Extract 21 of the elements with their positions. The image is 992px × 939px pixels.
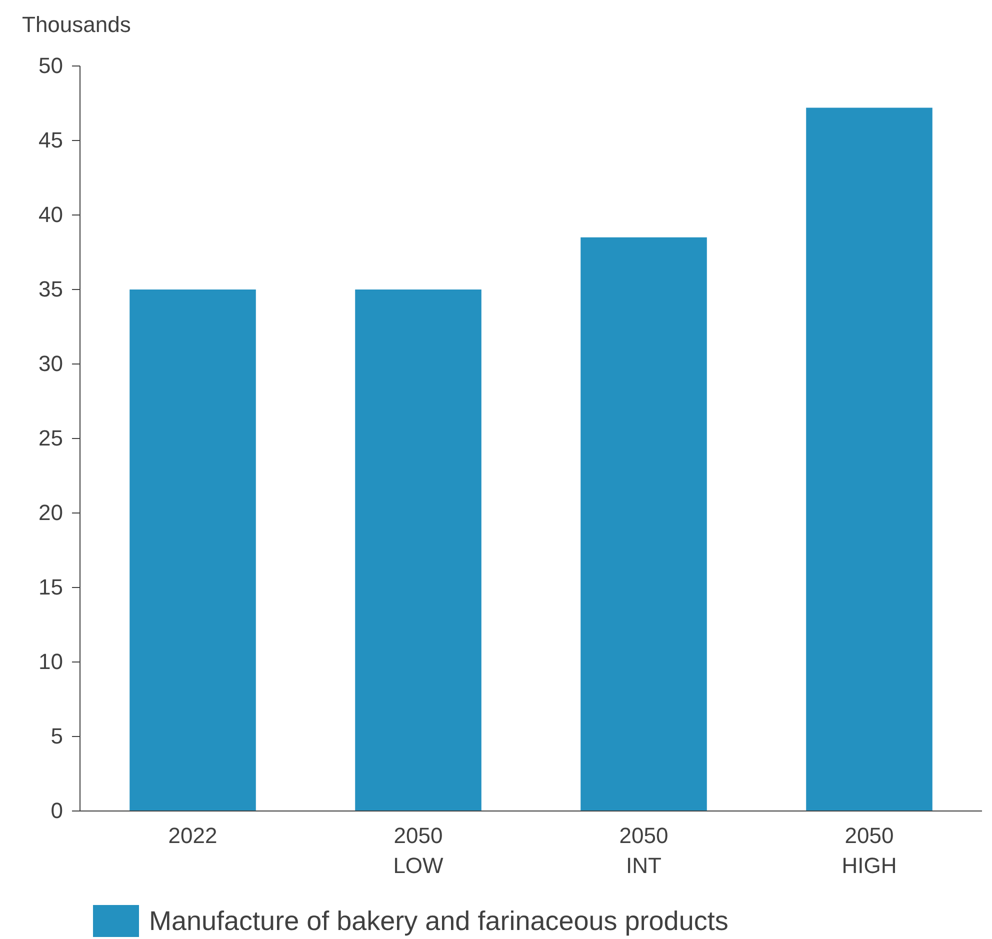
bar bbox=[130, 290, 256, 811]
y-tick-label: 5 bbox=[50, 724, 63, 749]
bar bbox=[355, 290, 482, 811]
y-tick-label: 20 bbox=[38, 500, 63, 526]
y-axis-title: Thousands bbox=[22, 12, 131, 37]
y-tick-label: 25 bbox=[38, 426, 63, 451]
y-tick-label: 15 bbox=[38, 574, 63, 600]
y-tick-label: 50 bbox=[38, 53, 63, 78]
bar bbox=[580, 237, 707, 811]
y-tick-label: 40 bbox=[38, 202, 63, 228]
x-tick-label: 2022 bbox=[168, 823, 218, 848]
y-tick-label: 35 bbox=[38, 276, 63, 302]
y-tick-label: 30 bbox=[38, 351, 63, 376]
x-tick-label: 2050 LOW bbox=[393, 823, 444, 878]
y-tick-label: 45 bbox=[38, 128, 63, 153]
y-tick-label: 0 bbox=[50, 798, 63, 824]
y-tick-label: 10 bbox=[38, 649, 63, 674]
x-tick-label: 2050 INT bbox=[619, 823, 668, 878]
legend-label: Manufacture of bakery and farinaceous products bbox=[149, 906, 728, 936]
x-tick-label: 2050 HIGH bbox=[842, 823, 897, 878]
bar bbox=[806, 108, 932, 811]
